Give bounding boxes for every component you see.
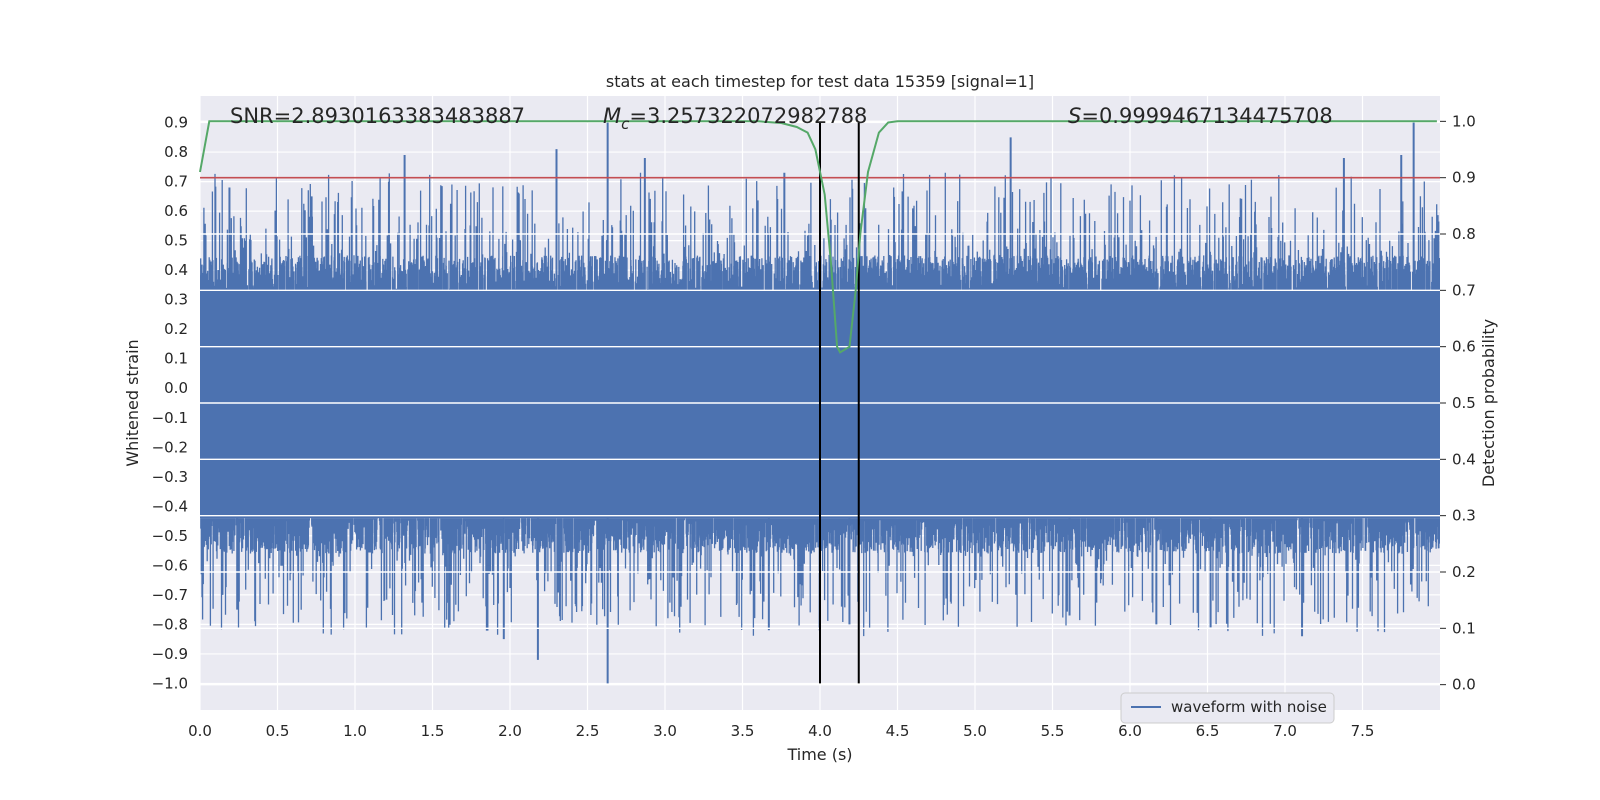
y-tick-label: 0.1 <box>164 350 188 368</box>
chart-title: stats at each timestep for test data 153… <box>606 72 1034 91</box>
x-tick-label: 7.0 <box>1273 722 1297 740</box>
legend: waveform with noise <box>1120 692 1335 724</box>
y-axis-ticks: 0.9 0.8 0.7 0.6 0.5 0.4 0.3 0.2 0.1 0.0 −0.1 −0.2 −0… <box>152 114 188 693</box>
x-tick-label: 3.5 <box>731 722 755 740</box>
x-tick-label: 1.0 <box>343 722 367 740</box>
y-tick-label: −0.6 <box>152 556 188 574</box>
y2-tick-label: 0.7 <box>1452 281 1476 299</box>
x-tick-label: 4.0 <box>808 722 832 740</box>
x-tick-label: 6.0 <box>1118 722 1142 740</box>
y-tick-label: −1.0 <box>152 674 188 692</box>
x-tick-label: 7.5 <box>1351 722 1375 740</box>
chirp-mass-annotation: Mc=3.257322072982788 <box>603 104 867 133</box>
y-tick-label: −0.1 <box>152 409 188 427</box>
s-annotation: S=0.9999467134475708 <box>1068 104 1333 128</box>
y-axis-label: Whitened strain <box>123 339 142 466</box>
y-tick-label: −0.7 <box>152 586 188 604</box>
chirp-mass-symbol: M <box>603 104 621 128</box>
y-tick-label: 0.4 <box>164 261 188 279</box>
x-tick-label: 5.0 <box>963 722 987 740</box>
y-tick-label: −0.4 <box>152 497 188 515</box>
y-tick-label: −0.2 <box>152 438 188 456</box>
y-tick-label: 0.2 <box>164 320 188 338</box>
y2-tick-label: 0.5 <box>1452 394 1476 412</box>
y-tick-label: −0.8 <box>152 615 188 633</box>
y-tick-label: −0.5 <box>152 527 188 545</box>
overlay-layer <box>199 120 1440 686</box>
detection-probability-line <box>199 120 1437 354</box>
y2-tick-label: 0.6 <box>1452 338 1476 356</box>
y2-tick-label: 1.0 <box>1452 112 1476 130</box>
y2-axis-ticks: 1.0 0.9 0.8 0.7 0.6 0.5 0.4 0.3 0.2 0.1 0.0 <box>1440 112 1476 694</box>
x-tick-label: 2.5 <box>576 722 600 740</box>
legend-label-waveform: waveform with noise <box>1171 698 1327 716</box>
y-tick-label: 0.8 <box>164 143 188 161</box>
y-tick-label: 0.9 <box>164 114 188 132</box>
y-tick-label: −0.3 <box>152 468 188 486</box>
y2-axis-label: Detection probability <box>1479 319 1498 487</box>
chirp-mass-subscript: c <box>621 115 630 133</box>
y2-tick-label: 0.9 <box>1452 169 1476 187</box>
s-symbol: S <box>1068 104 1081 128</box>
s-value: =0.9999467134475708 <box>1081 104 1332 128</box>
y-tick-label: 0.6 <box>164 202 188 220</box>
x-axis-ticks: 0.0 0.5 1.0 1.5 2.0 2.5 3.0 3.5 4.0 4.5 5.0 5.5 6.0 6… <box>188 722 1374 740</box>
x-axis-label: Time (s) <box>786 745 852 764</box>
x-tick-label: 3.0 <box>653 722 677 740</box>
x-tick-label: 2.0 <box>498 722 522 740</box>
x-tick-label: 1.5 <box>421 722 445 740</box>
y2-tick-label: 0.3 <box>1452 507 1476 525</box>
y-tick-label: 0.5 <box>164 232 188 250</box>
x-tick-label: 4.5 <box>886 722 910 740</box>
y2-tick-label: 0.0 <box>1452 676 1476 694</box>
x-tick-label: 5.5 <box>1041 722 1065 740</box>
y-tick-label: 0.3 <box>164 291 188 309</box>
chirp-mass-value: =3.257322072982788 <box>629 104 867 128</box>
x-tick-label: 0.0 <box>188 722 212 740</box>
x-tick-label: 6.5 <box>1196 722 1220 740</box>
snr-annotation: SNR=2.8930163383483887 <box>230 104 525 128</box>
y2-tick-label: 0.1 <box>1452 619 1476 637</box>
y-tick-label: 0.0 <box>164 379 188 397</box>
y2-tick-label: 0.8 <box>1452 225 1476 243</box>
x-tick-label: 0.5 <box>266 722 290 740</box>
y2-tick-label: 0.2 <box>1452 563 1476 581</box>
legend-box <box>1120 692 1335 724</box>
y-tick-label: −0.9 <box>152 645 188 663</box>
y-tick-label: 0.7 <box>164 173 188 191</box>
y2-tick-label: 0.4 <box>1452 450 1476 468</box>
